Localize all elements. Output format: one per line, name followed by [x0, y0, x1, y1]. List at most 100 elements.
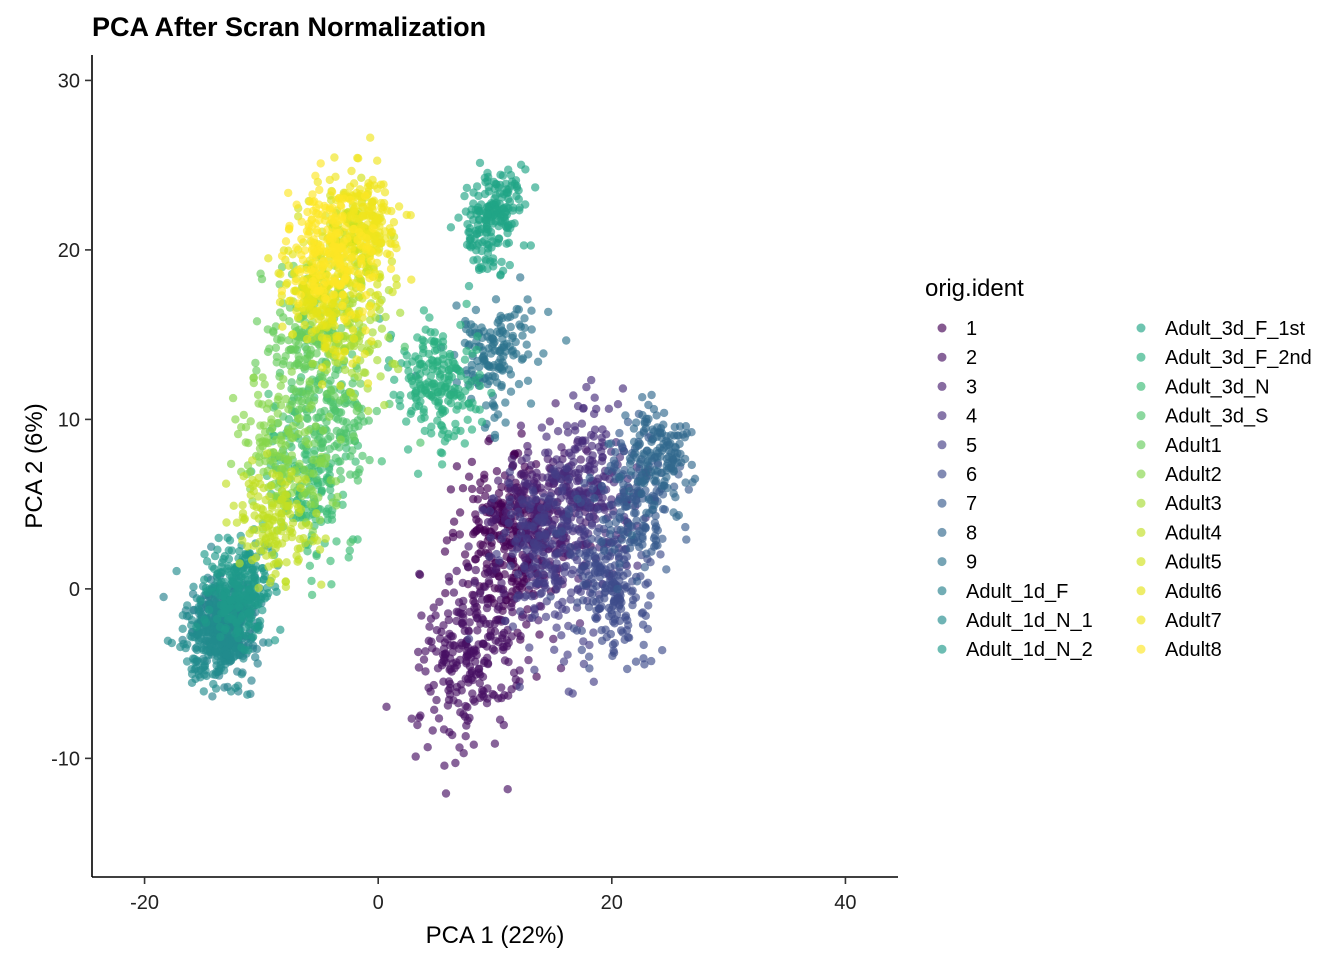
data-point [476, 478, 485, 487]
data-point [221, 479, 231, 488]
data-point [611, 448, 620, 457]
data-point [292, 359, 302, 368]
data-point [475, 265, 484, 275]
data-point [355, 465, 364, 474]
data-point [331, 172, 340, 181]
data-point [285, 429, 295, 439]
data-point [433, 387, 442, 397]
data-point [308, 537, 317, 546]
data-point [295, 459, 304, 469]
data-point [515, 320, 524, 329]
data-point [623, 569, 632, 578]
data-point [462, 657, 471, 666]
data-point [518, 331, 527, 340]
data-point [519, 469, 529, 478]
data-point [291, 277, 300, 286]
data-point [652, 411, 661, 420]
data-point [300, 465, 309, 474]
data-point [631, 593, 641, 602]
data-point [385, 250, 395, 259]
data-point [569, 624, 579, 633]
data-point [338, 301, 347, 311]
data-point [628, 501, 638, 510]
data-point [598, 453, 607, 462]
data-point [608, 640, 618, 649]
data-point [308, 487, 317, 496]
data-point [327, 215, 336, 224]
legend-key [1136, 644, 1146, 654]
data-point [394, 364, 403, 374]
data-point [253, 659, 262, 668]
data-point [446, 683, 455, 693]
data-point [485, 506, 495, 516]
data-point [307, 238, 317, 247]
data-point [216, 657, 225, 666]
data-point [533, 570, 543, 580]
data-point [566, 588, 576, 597]
data-point [340, 315, 349, 324]
data-point [549, 497, 558, 507]
data-point [349, 179, 359, 188]
legend-key [1136, 615, 1146, 625]
data-point [501, 398, 510, 407]
legend-item: Adult5 [1136, 552, 1222, 574]
data-point [288, 330, 298, 339]
data-point [419, 306, 429, 315]
data-point [638, 608, 647, 617]
data-point [315, 515, 325, 525]
data-point [543, 473, 552, 482]
data-point [415, 569, 424, 579]
data-point [478, 506, 487, 515]
x-tick-label: 40 [834, 892, 856, 914]
data-point [308, 310, 318, 319]
data-point [338, 215, 347, 224]
data-point [631, 657, 641, 666]
data-point [208, 562, 217, 571]
data-point [159, 592, 168, 602]
data-point [585, 473, 594, 482]
scatter-points [159, 133, 700, 798]
data-point [643, 461, 653, 470]
data-point [346, 538, 355, 547]
data-point [389, 390, 398, 399]
data-point [216, 632, 225, 642]
data-point [314, 314, 323, 324]
data-point [472, 229, 481, 238]
data-point [594, 604, 604, 613]
data-point [449, 588, 459, 597]
data-point [353, 372, 363, 381]
data-point [178, 624, 187, 633]
data-point [172, 566, 181, 576]
data-point [557, 487, 567, 496]
data-point [482, 228, 491, 237]
data-point [463, 703, 472, 712]
data-point [590, 393, 599, 402]
legend-label: Adult_3d_F_1st [1165, 318, 1306, 340]
data-point [244, 646, 253, 655]
data-point [413, 333, 422, 342]
data-point [623, 523, 633, 533]
data-point [497, 193, 507, 202]
data-point [439, 644, 449, 653]
data-point [323, 225, 332, 234]
data-point [487, 388, 496, 398]
data-point [504, 638, 513, 648]
data-point [218, 567, 227, 576]
data-point [658, 481, 667, 491]
data-point [243, 542, 252, 551]
data-point [537, 504, 546, 513]
data-point [526, 241, 535, 250]
data-point [408, 357, 417, 366]
data-point [300, 320, 309, 330]
data-point [333, 492, 342, 502]
data-point [312, 349, 321, 358]
data-point [385, 224, 394, 233]
data-point [585, 512, 594, 522]
data-point [625, 537, 635, 547]
legend-key [937, 644, 947, 654]
data-point [229, 566, 239, 575]
data-point [496, 170, 505, 179]
data-point [505, 501, 514, 510]
data-point [363, 379, 373, 388]
data-point [477, 595, 487, 604]
